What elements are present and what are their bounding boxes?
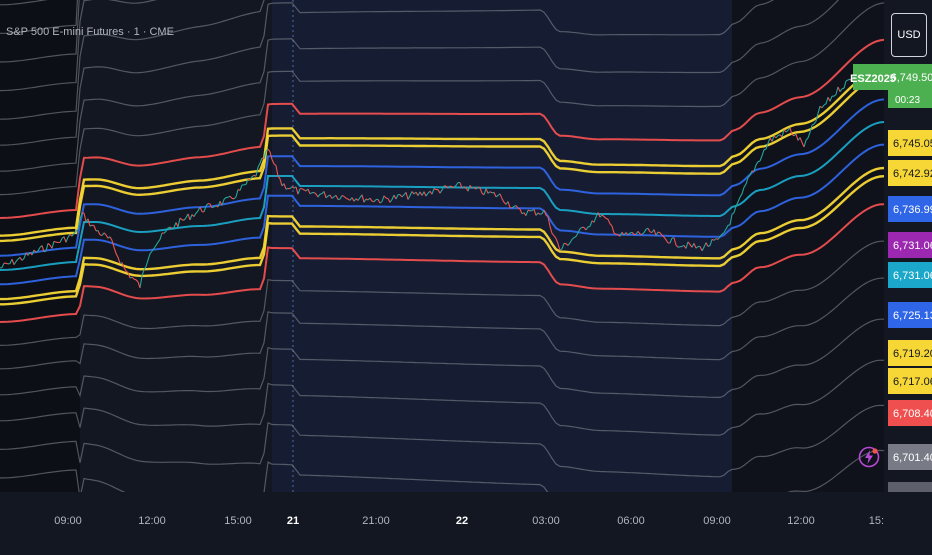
chart-title: S&P 500 E-mini Futures · 1 · CME <box>6 26 174 38</box>
band-line-lower-gray-4 <box>0 359 885 436</box>
band-line-lower-gray-2 <box>0 277 885 370</box>
time-tick-label: 21:00 <box>362 515 390 527</box>
time-tick-label: 21 <box>287 515 299 527</box>
band-line-upper-gray-1 <box>0 2 885 196</box>
band-line-upper-red <box>0 38 885 219</box>
price-badge-9 <box>888 444 932 470</box>
band-line-lower-gray-5 <box>0 404 885 478</box>
price-badge-label-8: 6,708.40 <box>893 408 932 420</box>
band-line-lower-blue <box>0 143 885 286</box>
price-badge-label-9: 6,701.40 <box>893 452 932 464</box>
price-badge-label-7: 6,717.06 <box>893 376 932 388</box>
price-badge-4 <box>888 262 932 288</box>
price-badge-3 <box>888 232 932 258</box>
band-line-upper-gray-3 <box>0 0 775 146</box>
time-tick-label: 09:00 <box>54 515 82 527</box>
band-line-upper-blue <box>0 98 885 257</box>
symbol-tag: ESZ2025 <box>850 73 896 85</box>
band-line-lower-yellow-outer <box>0 175 885 306</box>
time-tick-label: 15: <box>869 515 884 527</box>
price-badge-7 <box>888 368 932 394</box>
price-badge-6 <box>888 340 932 366</box>
price-badge-label-0: 6,745.05 <box>893 138 932 150</box>
time-tick-label: 03:00 <box>532 515 560 527</box>
band-line-lower-gray-1 <box>0 240 885 346</box>
countdown-background <box>888 90 932 108</box>
session-shade-1 <box>0 0 80 492</box>
band-line-lower-red <box>0 203 885 323</box>
price-badge-2 <box>888 196 932 222</box>
band-line-lower-gray-3 <box>0 318 884 398</box>
time-tick-label: 12:00 <box>787 515 815 527</box>
band-line-upper-gray-2 <box>0 0 840 172</box>
symbol-tag-background <box>853 64 932 90</box>
band-line-upper-yellow-inner <box>0 74 885 243</box>
price-badge-label-6: 6,719.20 <box>893 348 932 360</box>
band-line-upper-gray-4 <box>0 0 265 120</box>
time-tick-label: 15:00 <box>224 515 252 527</box>
flash-icon[interactable] <box>858 446 880 468</box>
time-tick-label: 09:00 <box>703 515 731 527</box>
price-badge-5 <box>888 302 932 328</box>
time-tick-label: 12:00 <box>138 515 166 527</box>
countdown-label: 00:23 <box>895 95 920 106</box>
time-tick-label: 22 <box>456 515 468 527</box>
price-badge-label-1: 6,742.92 <box>893 168 932 180</box>
band-line-lower-yellow-inner <box>0 166 885 301</box>
price-badge-0 <box>888 130 932 156</box>
currency-button[interactable]: USD <box>891 13 927 57</box>
price-badge-label-5: 6,725.13 <box>893 310 932 322</box>
price-badge-1 <box>888 160 932 186</box>
last-price-label: 6,749.50 <box>891 72 932 84</box>
price-line-up <box>0 70 861 288</box>
time-axis-background[interactable] <box>0 492 932 550</box>
band-line-upper-yellow-outer <box>0 66 885 237</box>
price-badge-label-2: 6,736.99 <box>893 204 932 216</box>
price-line-down <box>3 78 853 289</box>
price-badge-label-3: 6,731.06 <box>893 240 932 252</box>
time-tick-label: 06:00 <box>617 515 645 527</box>
band-line-upper-gray-5 <box>0 0 158 92</box>
price-badge-cut <box>888 482 932 492</box>
session-shade-2 <box>272 0 732 492</box>
price-badge-8 <box>888 400 932 426</box>
price-badge-label-4: 6,731.06 <box>893 270 932 282</box>
